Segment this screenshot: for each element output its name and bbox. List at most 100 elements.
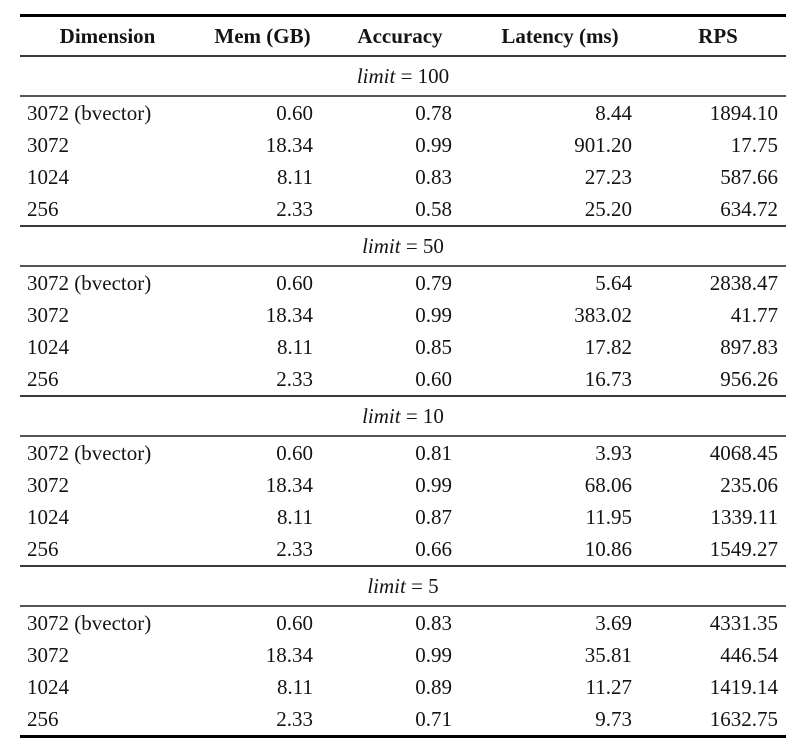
section-limit-label: limit = 10 [20,395,786,437]
latency-cell: 383.02 [574,303,632,327]
table-row: 3072 (bvector) 0.60 0.83 3.69 4331.35 [20,606,786,639]
rps-cell: 1632.75 [650,703,786,738]
rps-cell: 4331.35 [709,611,778,635]
rps-cell: 956.26 [720,367,778,391]
mem-cell: 2.33 [195,703,330,738]
table-row: 3072 18.34 0.99 383.02 41.77 [20,299,786,331]
table-row: 3072 18.34 0.99 35.81 446.54 [20,639,786,671]
section-limit-label: limit = 5 [20,565,786,607]
limit-variable: limit [356,64,396,88]
benchmark-table: Dimension Mem (GB) Accuracy Latency (ms)… [20,14,786,738]
accuracy-cell: 0.99 [415,133,452,157]
table-row: 1024 8.11 0.85 17.82 897.83 [20,331,786,363]
section-header-row: limit = 50 [20,225,786,267]
limit-variable: limit [362,234,401,258]
rps-cell: 41.77 [730,303,778,327]
mem-cell: 18.34 [265,643,313,667]
table-row: 3072 (bvector) 0.60 0.81 3.93 4068.45 [20,436,786,469]
section-header-row: limit = 10 [20,395,786,437]
rps-cell: 1549.27 [709,537,778,561]
table-row: 256 2.33 0.58 25.20 634.72 [20,193,786,226]
latency-cell: 901.20 [574,133,632,157]
table-row: 256 2.33 0.60 16.73 956.26 [20,363,786,396]
rps-cell: 587.66 [720,165,778,189]
rps-cell: 446.54 [720,643,778,667]
dimension-cell: 256 [20,703,195,738]
mem-cell: 18.34 [265,133,313,157]
column-header-dimension: Dimension [20,14,195,57]
latency-cell: 9.73 [470,703,650,738]
table-row: 3072 (bvector) 0.60 0.78 8.44 1894.10 [20,96,786,129]
latency-cell: 25.20 [584,197,632,221]
rps-cell: 235.06 [720,473,778,497]
rps-cell: 1339.11 [710,505,778,529]
accuracy-cell: 0.87 [415,505,452,529]
section-header-row: limit = 100 [20,55,786,97]
dimension-cell: 3072 (bvector) [27,101,152,125]
mem-cell: 8.11 [277,505,313,529]
latency-cell: 10.86 [584,537,632,561]
mem-cell: 8.11 [277,165,313,189]
accuracy-cell: 0.58 [415,197,452,221]
mem-cell: 8.11 [277,675,313,699]
mem-cell: 8.11 [277,335,313,359]
dimension-cell: 256 [27,367,59,391]
accuracy-cell: 0.71 [330,703,470,738]
dimension-cell: 3072 [27,303,69,327]
table-row: 1024 8.11 0.83 27.23 587.66 [20,161,786,193]
mem-cell: 18.34 [265,473,313,497]
latency-cell: 16.73 [584,367,632,391]
mem-cell: 2.33 [276,197,313,221]
limit-variable: limit [367,574,406,598]
benchmark-table-container: Dimension Mem (GB) Accuracy Latency (ms)… [20,14,786,738]
table-header: Dimension Mem (GB) Accuracy Latency (ms)… [20,14,786,57]
mem-cell: 0.60 [276,101,313,125]
accuracy-cell: 0.99 [415,643,452,667]
table-row: 256 2.33 0.71 9.73 1632.75 [20,703,786,738]
accuracy-cell: 0.81 [415,441,452,465]
table-row: 3072 18.34 0.99 901.20 17.75 [20,129,786,161]
column-header-accuracy: Accuracy [330,14,470,57]
section-limit-label: limit = 50 [20,225,786,267]
latency-cell: 3.93 [595,441,632,465]
dimension-cell: 1024 [27,675,69,699]
accuracy-cell: 0.78 [415,101,452,125]
dimension-cell: 3072 (bvector) [27,271,152,295]
mem-cell: 2.33 [276,367,313,391]
latency-cell: 35.81 [584,643,632,667]
dimension-cell: 1024 [27,335,69,359]
limit-variable: limit [362,404,401,428]
rps-cell: 2838.47 [709,271,778,295]
dimension-cell: 3072 (bvector) [27,441,152,465]
dimension-cell: 3072 [27,133,69,157]
dimension-cell: 3072 (bvector) [27,611,152,635]
mem-cell: 18.34 [265,303,313,327]
table-row: 256 2.33 0.66 10.86 1549.27 [20,533,786,566]
latency-cell: 3.69 [595,611,632,635]
section-limit-label: limit = 100 [20,55,786,97]
rps-cell: 1419.14 [709,675,778,699]
mem-cell: 0.60 [276,441,313,465]
accuracy-cell: 0.85 [415,335,452,359]
table-row: 3072 (bvector) 0.60 0.79 5.64 2838.47 [20,266,786,299]
accuracy-cell: 0.66 [415,537,452,561]
latency-cell: 11.27 [585,675,632,699]
latency-cell: 11.95 [585,505,632,529]
rps-cell: 634.72 [720,197,778,221]
dimension-cell: 1024 [27,165,69,189]
column-header-mem: Mem (GB) [195,14,330,57]
mem-cell: 2.33 [276,537,313,561]
column-header-rps: RPS [650,14,786,57]
rps-cell: 897.83 [720,335,778,359]
dimension-cell: 256 [27,197,59,221]
dimension-cell: 3072 [27,643,69,667]
latency-cell: 5.64 [595,271,632,295]
mem-cell: 0.60 [276,271,313,295]
accuracy-cell: 0.99 [415,473,452,497]
latency-cell: 68.06 [584,473,632,497]
rps-cell: 4068.45 [709,441,778,465]
rps-cell: 1894.10 [709,101,778,125]
dimension-cell: 1024 [27,505,69,529]
accuracy-cell: 0.83 [415,611,452,635]
dimension-cell: 256 [27,537,59,561]
